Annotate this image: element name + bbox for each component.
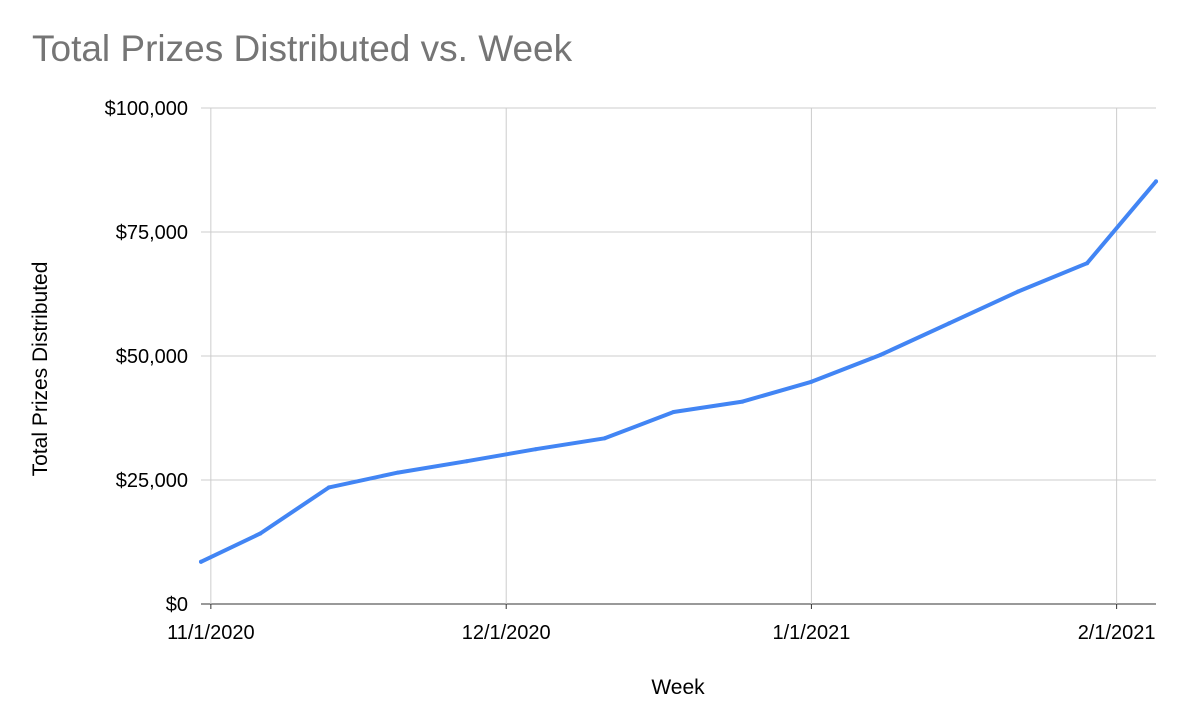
y-tick-label: $75,000 xyxy=(116,222,188,244)
x-axis-ticks: 11/1/2020 12/1/2020 1/1/2021 2/1/2021 xyxy=(167,622,1155,644)
chart-title: Total Prizes Distributed vs. Week xyxy=(32,28,573,69)
data-point xyxy=(327,485,331,490)
grid xyxy=(201,107,1156,609)
y-tick-label: $25,000 xyxy=(116,470,188,492)
y-tick-label: $0 xyxy=(166,594,188,616)
x-tick-label: 2/1/2021 xyxy=(1078,622,1156,644)
x-tick-label: 11/1/2020 xyxy=(167,622,255,644)
y-tick-label: $50,000 xyxy=(116,346,188,368)
data-point xyxy=(395,470,400,475)
data-point xyxy=(258,531,263,536)
y-tick-label: $100,000 xyxy=(105,98,188,120)
data-point xyxy=(740,399,745,404)
series-line xyxy=(199,179,1158,564)
data-point xyxy=(464,459,469,464)
data-point xyxy=(809,379,814,384)
data-point xyxy=(1154,179,1158,184)
data-point xyxy=(671,410,676,414)
data-point xyxy=(199,559,203,564)
x-tick-label: 12/1/2020 xyxy=(462,622,551,644)
series-layer xyxy=(199,179,1158,564)
y-axis-ticks: $0 $25,000 $50,000 $75,000 $100,000 xyxy=(105,98,188,616)
x-axis-title: Week xyxy=(651,676,705,699)
data-point xyxy=(878,353,883,357)
data-point xyxy=(602,436,607,441)
data-point xyxy=(1016,289,1021,294)
data-point xyxy=(1085,261,1090,266)
y-axis-title: Total Prizes Distributed xyxy=(29,262,52,477)
data-point xyxy=(947,321,952,326)
data-point xyxy=(533,447,538,452)
x-tick-label: 1/1/2021 xyxy=(772,622,850,644)
